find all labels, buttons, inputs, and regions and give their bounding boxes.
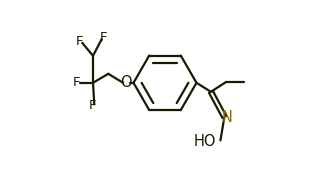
Text: HO: HO: [194, 134, 216, 149]
Text: F: F: [73, 76, 81, 89]
Text: N: N: [222, 109, 233, 125]
Text: F: F: [88, 99, 96, 112]
Text: F: F: [100, 31, 108, 44]
Text: O: O: [120, 75, 132, 90]
Text: F: F: [76, 35, 83, 48]
